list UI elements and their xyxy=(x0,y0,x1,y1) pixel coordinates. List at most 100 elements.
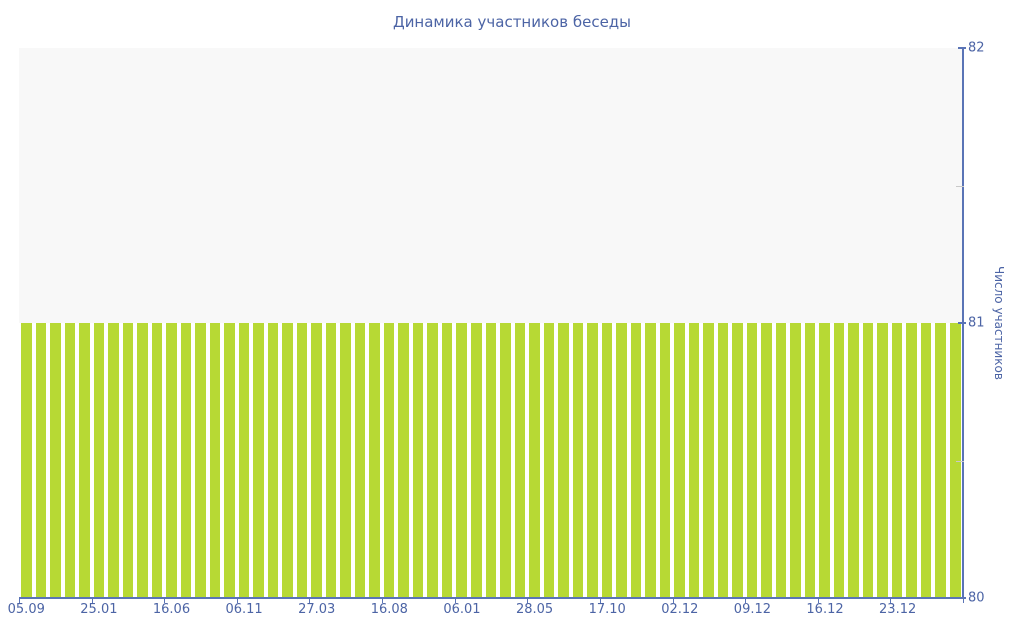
x-axis-tick-label: 05.09 xyxy=(7,602,45,617)
bar[interactable] xyxy=(149,323,165,598)
bar[interactable] xyxy=(831,323,847,598)
bar[interactable] xyxy=(875,323,890,598)
bar[interactable] xyxy=(91,323,107,598)
x-axis-tick xyxy=(817,598,819,603)
x-axis-tick xyxy=(19,598,20,603)
bar[interactable] xyxy=(643,323,658,598)
x-axis-tick xyxy=(672,598,674,603)
bar[interactable] xyxy=(207,323,223,598)
bar[interactable] xyxy=(570,323,586,598)
bar[interactable] xyxy=(439,323,455,598)
bar[interactable] xyxy=(730,323,745,598)
x-axis-tick-label: 16.12 xyxy=(806,602,844,617)
bar[interactable] xyxy=(483,323,499,598)
x-axis-tick-label: 06.11 xyxy=(225,602,263,617)
bar[interactable] xyxy=(585,323,600,598)
bar[interactable] xyxy=(396,323,411,598)
y-axis-tick xyxy=(958,47,966,49)
bar[interactable] xyxy=(759,323,774,598)
bar[interactable] xyxy=(381,323,397,598)
bar[interactable] xyxy=(193,323,208,598)
bar[interactable] xyxy=(918,323,934,598)
y-axis-tick-label: 82 xyxy=(968,40,985,56)
bar[interactable] xyxy=(701,323,716,598)
x-axis-tick xyxy=(599,598,601,603)
bar[interactable] xyxy=(77,323,92,598)
bar[interactable] xyxy=(178,323,194,598)
bar[interactable] xyxy=(773,323,789,598)
bar[interactable] xyxy=(556,323,571,598)
chart-title: Динамика участников беседы xyxy=(392,13,632,31)
x-axis-tick xyxy=(382,598,384,603)
x-axis-tick-label: 06.01 xyxy=(443,602,481,617)
bar[interactable] xyxy=(744,323,760,598)
bar[interactable] xyxy=(106,323,121,598)
bar[interactable] xyxy=(425,323,440,598)
bar[interactable] xyxy=(672,323,687,598)
bar[interactable] xyxy=(904,323,919,598)
bar[interactable] xyxy=(846,323,861,598)
bar[interactable] xyxy=(19,323,34,598)
bar[interactable] xyxy=(251,323,266,598)
x-axis-labels: 05.09 25.01 16.06 06.11 27.03 16.08 06.01 28.05… xyxy=(8,602,963,620)
bar[interactable] xyxy=(817,323,832,598)
y-axis-tick-label: 80 xyxy=(968,590,985,606)
bar[interactable] xyxy=(715,323,731,598)
bar[interactable] xyxy=(410,323,426,598)
bar[interactable] xyxy=(614,323,629,598)
x-axis-tick xyxy=(309,598,311,603)
bar[interactable] xyxy=(33,323,49,598)
x-axis-tick-label: 09.12 xyxy=(733,602,772,617)
x-axis-ticks xyxy=(19,598,964,603)
x-axis-tick xyxy=(91,598,93,603)
x-axis-tick-label: 23.12 xyxy=(879,602,917,617)
x-axis-tick xyxy=(236,598,238,603)
x-axis-tick-label: 28.05 xyxy=(515,602,554,617)
bar[interactable] xyxy=(686,323,702,598)
bar[interactable] xyxy=(338,323,353,598)
bar[interactable] xyxy=(802,323,818,598)
plot-area xyxy=(19,48,963,598)
x-axis-tick xyxy=(527,598,529,603)
bar[interactable] xyxy=(309,323,324,598)
bar[interactable] xyxy=(352,323,368,598)
bar[interactable] xyxy=(657,323,673,598)
x-axis-tick xyxy=(454,598,456,603)
bars-container xyxy=(19,48,963,598)
bar[interactable] xyxy=(889,323,905,598)
bar[interactable] xyxy=(164,323,179,598)
bar[interactable] xyxy=(265,323,281,598)
bar[interactable] xyxy=(367,323,382,598)
bar[interactable] xyxy=(222,323,237,598)
y-axis-minor-tick xyxy=(956,461,964,462)
x-axis-tick xyxy=(890,598,892,603)
y-axis-tick xyxy=(958,597,966,599)
bar[interactable] xyxy=(512,323,528,598)
bar[interactable] xyxy=(323,323,339,598)
bar[interactable] xyxy=(454,323,469,598)
bar[interactable] xyxy=(628,323,644,598)
bar[interactable] xyxy=(948,323,963,598)
x-axis-tick-label: 17.10 xyxy=(588,602,626,617)
bar[interactable] xyxy=(468,323,484,598)
bar[interactable] xyxy=(498,323,513,598)
y-axis-tick-label: 81 xyxy=(968,315,985,331)
bar[interactable] xyxy=(294,323,310,598)
bar[interactable] xyxy=(860,323,876,598)
x-axis-line xyxy=(19,597,964,599)
bar[interactable] xyxy=(62,323,78,598)
bar[interactable] xyxy=(280,323,295,598)
x-axis-tick xyxy=(164,598,166,603)
bar[interactable] xyxy=(541,323,557,598)
x-axis-tick xyxy=(963,598,964,603)
bar[interactable] xyxy=(135,323,150,598)
x-axis-tick-label: 27.03 xyxy=(298,602,336,617)
bar[interactable] xyxy=(236,323,252,598)
bar[interactable] xyxy=(788,323,803,598)
bar[interactable] xyxy=(599,323,615,598)
bar[interactable] xyxy=(48,323,63,598)
bar[interactable] xyxy=(933,323,948,598)
bar[interactable] xyxy=(120,323,136,598)
y-axis-title: Число участников xyxy=(992,266,1006,380)
bar[interactable] xyxy=(527,323,542,598)
